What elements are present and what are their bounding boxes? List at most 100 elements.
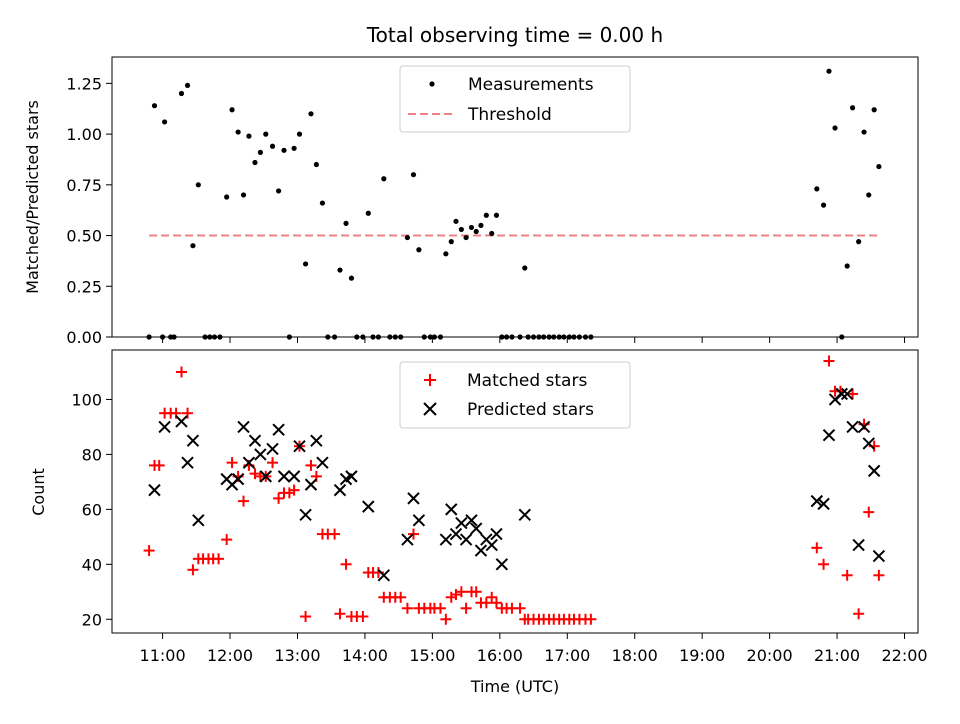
measurement-point: [826, 68, 832, 74]
measurement-point: [468, 224, 475, 231]
predicted-star-point: [266, 442, 279, 456]
predicted-star-point: [186, 434, 200, 447]
measurement-point: [343, 220, 349, 226]
predicted-star-point: [401, 533, 414, 546]
x-tick-label: 11:00: [140, 646, 186, 665]
measurement-point: [162, 119, 168, 125]
measurement-point: [365, 210, 371, 216]
measurement-point: [871, 107, 877, 113]
predicted-star-point: [470, 522, 483, 535]
measurement-point: [820, 202, 827, 208]
bottom-x-ticks: 11:00 12:00 13:00 14:00 15:00 16:00 17:00 18:00…: [140, 633, 928, 665]
measurement-point: [302, 261, 309, 267]
bottom-panel: 20 40 60 80 100 11:00 12:00 13:00 14:00 15:00 16:…: [29, 349, 928, 696]
top-axes-frame: [111, 56, 919, 338]
predicted-star-point: [412, 514, 426, 527]
bottom-y-tick-label: 40: [82, 555, 102, 574]
matched-star-point: [434, 602, 446, 614]
measurement-point: [319, 200, 326, 206]
top-y-tick-label: 0.25: [66, 277, 102, 296]
measurement-point: [313, 161, 319, 168]
bottom-y-ticks: 20 40 60 80 100: [71, 390, 112, 629]
matched-star-point: [221, 534, 233, 546]
matched-star-point: [847, 388, 859, 400]
bottom-legend-box: [399, 361, 631, 429]
top-legend-box: [399, 65, 631, 133]
bottom-y-axis-label: Count: [29, 468, 48, 516]
measurement-point: [876, 163, 882, 170]
measurement-point: [178, 90, 185, 97]
matched-star-point: [480, 597, 492, 609]
measurement-point: [478, 222, 484, 229]
matched-star-point: [226, 457, 238, 469]
matched-star-point: [401, 602, 413, 614]
predicted-star-point: [345, 470, 358, 483]
predicted-star-point: [316, 456, 329, 469]
predicted-star-point: [817, 497, 830, 511]
matched-star-point: [340, 558, 352, 570]
matched-star-point: [143, 545, 155, 557]
predicted-star-point: [518, 508, 531, 522]
predicted-star-point: [287, 470, 301, 483]
predicted-star-point: [231, 472, 245, 486]
matched-star-point: [300, 611, 312, 623]
predicted-star-point: [304, 478, 318, 491]
measurement-point: [151, 103, 158, 109]
measurement-point: [844, 263, 850, 269]
matched-star-point: [440, 613, 452, 625]
measurement-point: [856, 239, 862, 245]
predicted-star-point: [259, 470, 272, 483]
predicted-star-point: [299, 508, 312, 522]
predicted-star-point: [857, 420, 871, 434]
measurement-point: [448, 239, 454, 245]
x-tick-label: 16:00: [477, 646, 523, 665]
matched-star-point: [853, 608, 865, 620]
predicted-star-point: [158, 420, 171, 434]
measurement-point: [224, 194, 230, 200]
matched-star-point: [238, 495, 250, 507]
measurement-point: [849, 105, 856, 111]
x-tick-label: 12:00: [207, 646, 253, 665]
matched-star-point: [153, 459, 165, 471]
chart-title: Total observing time = 0.00 h: [366, 23, 663, 47]
measurement-point: [866, 192, 872, 198]
measurement-point: [832, 125, 838, 131]
predicted-star-point: [867, 464, 881, 478]
matched-star-point: [187, 564, 199, 576]
measurement-point: [348, 275, 355, 281]
predicted-star-point: [485, 538, 498, 552]
matched-star-point: [863, 506, 875, 518]
predicted-star-point: [192, 514, 205, 527]
predicted-star-point: [810, 494, 824, 508]
predicted-star-point: [277, 470, 291, 483]
measurement-point: [235, 129, 241, 135]
predicted-star-point: [377, 569, 391, 582]
predicted-star-point: [840, 387, 854, 401]
top-y-axis-label: Matched/Predicted stars: [23, 100, 42, 294]
measurement-point: [814, 186, 820, 192]
measurement-point: [263, 131, 269, 137]
matched-star-point: [182, 407, 194, 419]
predicted-star-point: [465, 514, 478, 527]
predicted-star-point: [310, 434, 323, 447]
matched-star-point: [460, 602, 472, 614]
matched-star-point: [455, 586, 467, 598]
legend-matched-marker: [424, 374, 436, 386]
measurement-point: [404, 234, 411, 241]
x-tick-label: 13:00: [274, 646, 320, 665]
predicted-star-point: [293, 439, 306, 453]
measurement-point: [308, 111, 314, 117]
top-panel: 0.00 0.25 0.50 0.75 1.00 1.25 Matched/Predict…: [23, 56, 919, 347]
measurement-point: [184, 82, 191, 89]
predicted-star-point: [237, 420, 250, 434]
predicted-star-point: [822, 428, 836, 442]
predicted-star-point: [459, 533, 473, 546]
matched-star-point: [273, 492, 285, 504]
top-y-tick-label: 0.50: [66, 227, 102, 246]
x-tick-label: 22:00: [881, 646, 927, 665]
predicted-star-point: [490, 527, 503, 541]
matched-star-point: [823, 355, 835, 367]
top-y-ticks: 0.00 0.25 0.50 0.75 1.00 1.25: [66, 74, 112, 347]
bottom-y-tick-label: 100: [71, 390, 102, 409]
top-y-tick-label: 1.25: [66, 74, 102, 93]
